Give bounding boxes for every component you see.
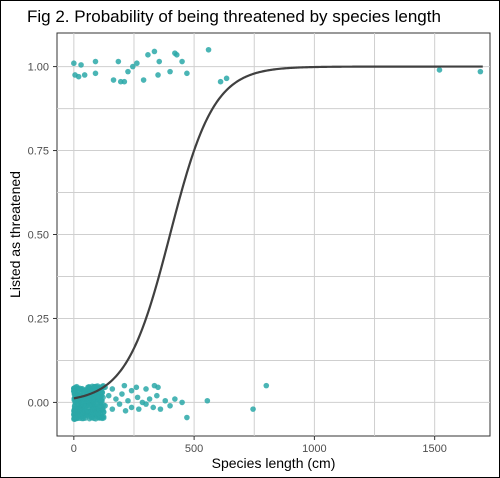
data-point: [223, 75, 230, 82]
data-point: [134, 60, 140, 67]
data-point: [250, 406, 256, 412]
data-point: [184, 70, 190, 77]
data-point: [115, 58, 122, 65]
data-point: [179, 399, 185, 406]
data-point: [155, 72, 161, 78]
y-tick-label: 0.00: [28, 397, 49, 409]
data-point: [78, 62, 84, 68]
data-point: [167, 402, 173, 409]
data-point: [110, 77, 117, 83]
data-point: [99, 413, 105, 420]
data-point: [72, 408, 79, 414]
data-point: [85, 384, 91, 391]
y-axis-ticks: 0.00 0.25 0.50 0.75 1.00: [28, 62, 57, 409]
data-point: [81, 388, 87, 395]
data-point: [162, 397, 169, 404]
data-point: [477, 68, 484, 75]
data-point: [105, 392, 112, 399]
data-point: [73, 415, 80, 421]
data-point: [135, 406, 142, 412]
y-tick-label: 0.25: [28, 313, 49, 325]
data-point: [133, 384, 140, 391]
y-tick-label: 0.50: [28, 230, 49, 242]
data-point: [113, 396, 119, 402]
data-point: [125, 397, 131, 404]
data-point: [173, 52, 180, 58]
data-point: [155, 384, 161, 391]
x-axis-title: Species length (cm): [212, 455, 336, 471]
data-point: [134, 394, 141, 401]
data-point: [71, 60, 77, 67]
data-point: [263, 382, 270, 389]
data-point: [184, 414, 190, 421]
data-point: [92, 416, 99, 422]
data-point: [156, 58, 163, 65]
data-point: [80, 415, 87, 422]
data-point: [100, 394, 106, 401]
data-point: [125, 68, 131, 75]
data-point: [92, 70, 99, 77]
data-point: [128, 387, 135, 394]
data-point: [75, 73, 82, 80]
data-point: [145, 52, 151, 58]
logistic-fit-curve: [73, 65, 483, 400]
x-tick-label: 1000: [302, 443, 326, 455]
data-point: [436, 67, 443, 73]
y-axis-title: Listed as threatened: [7, 171, 23, 298]
x-axis-ticks: 0 500 1000 1500: [71, 436, 447, 455]
data-point: [150, 404, 157, 411]
data-point: [91, 406, 98, 412]
x-tick-label: 0: [71, 443, 77, 455]
data-point: [157, 406, 164, 412]
chart-title: Fig 2. Probability of being threatened b…: [27, 7, 441, 26]
data-point: [128, 404, 135, 411]
data-point: [71, 388, 77, 395]
data-point: [143, 401, 149, 407]
data-point: [102, 402, 108, 409]
data-point: [121, 382, 128, 389]
data-point: [154, 392, 160, 399]
data-point: [109, 406, 116, 412]
data-point: [88, 414, 95, 421]
data-point: [167, 68, 173, 75]
data-point: [92, 58, 99, 65]
data-point: [97, 390, 104, 397]
data-point: [116, 401, 123, 407]
grid-lines: [57, 33, 490, 436]
data-point: [129, 63, 136, 70]
fit-curve-group: [73, 65, 483, 400]
data-point: [204, 397, 211, 404]
y-tick-label: 0.75: [28, 146, 49, 158]
x-tick-label: 500: [185, 443, 203, 455]
data-point: [146, 396, 153, 402]
data-point: [179, 58, 185, 65]
data-point: [122, 408, 129, 414]
data-point: [81, 72, 88, 78]
data-point: [205, 46, 212, 53]
data-point: [140, 77, 147, 83]
data-point: [109, 386, 116, 392]
data-point: [119, 391, 125, 397]
data-point: [217, 78, 224, 85]
data-point: [151, 48, 158, 55]
data-point: [77, 406, 83, 413]
data-point: [172, 396, 178, 402]
data-point: [86, 402, 92, 408]
y-tick-label: 1.00: [28, 62, 49, 74]
data-point: [121, 78, 128, 85]
x-tick-label: 1500: [422, 443, 446, 455]
data-point: [143, 386, 149, 392]
